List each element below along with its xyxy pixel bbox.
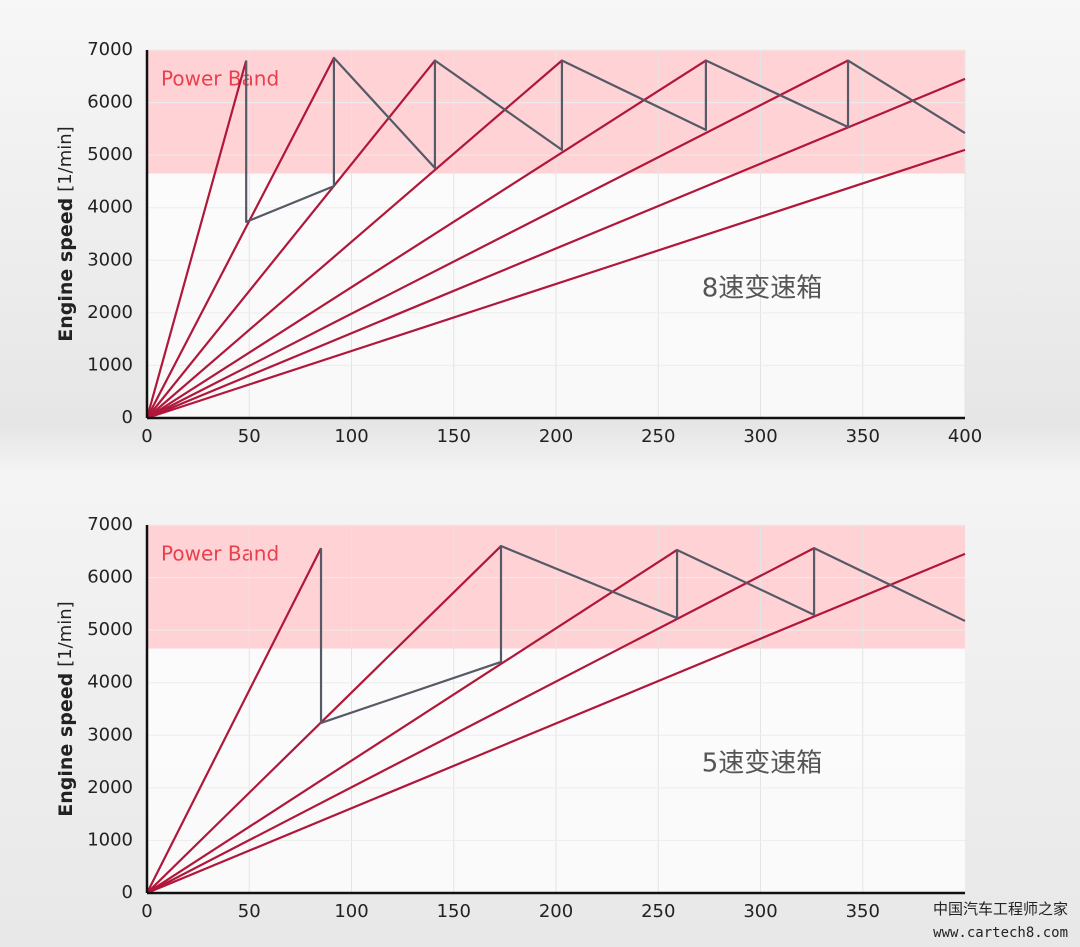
y-tick-label: 7000	[87, 514, 133, 535]
series-line	[146, 59, 436, 419]
band-label: Power Band	[161, 67, 279, 91]
series-line	[145, 60, 248, 419]
y-tick-label: 3000	[87, 249, 133, 270]
y-axis-title: Engine speed	[55, 673, 77, 817]
x-tick-label: 50	[238, 901, 261, 922]
band-label: Power Band	[161, 542, 279, 566]
x-tick-label: 250	[641, 426, 675, 447]
x-tick-label: 100	[334, 901, 368, 922]
y-tick-label: 5000	[87, 619, 133, 640]
series-line	[146, 547, 815, 894]
series-line	[146, 77, 966, 420]
x-tick-label: 200	[539, 901, 573, 922]
series-line	[146, 57, 335, 419]
y-tick-label: 1000	[87, 829, 133, 850]
x-tick-label: 100	[334, 426, 368, 447]
y-tick-label: 3000	[87, 724, 133, 745]
y-axis-unit: [1/min]	[55, 126, 76, 192]
series-line	[146, 545, 502, 894]
x-tick-label: 250	[641, 901, 675, 922]
y-axis-unit: [1/min]	[55, 601, 76, 667]
x-tick-label: 0	[141, 426, 152, 447]
x-tick-label: 350	[846, 426, 880, 447]
series-line	[245, 56, 966, 224]
y-tick-label: 7000	[87, 39, 133, 60]
y-tick-label: 6000	[87, 92, 133, 113]
y-tick-label: 2000	[87, 302, 133, 323]
x-tick-label: 150	[437, 426, 471, 447]
y-axis-label: Engine speed [1/min]	[55, 126, 77, 341]
series-line	[146, 59, 707, 419]
series-line	[319, 544, 966, 725]
watermark-url: www.cartech8.com	[933, 925, 1068, 941]
annotation: 8速变速箱	[702, 274, 823, 304]
series-line	[146, 549, 678, 894]
series-line	[146, 148, 966, 420]
x-tick-label: 300	[743, 901, 777, 922]
x-tick-label: 150	[437, 901, 471, 922]
x-tick-label: 400	[948, 426, 982, 447]
x-tick-label: 50	[238, 426, 261, 447]
y-tick-label: 2000	[87, 777, 133, 798]
x-tick-label: 300	[743, 426, 777, 447]
series-line	[146, 552, 966, 895]
y-tick-label: 0	[122, 882, 133, 903]
y-tick-label: 6000	[87, 567, 133, 588]
watermark-title: 中国汽车工程师之家	[933, 900, 1068, 918]
series-line	[146, 547, 323, 894]
y-tick-label: 5000	[87, 144, 133, 165]
y-axis-label: Engine speed [1/min]	[55, 601, 77, 816]
y-tick-label: 4000	[87, 197, 133, 218]
y-tick-label: 0	[122, 407, 133, 428]
y-tick-label: 1000	[87, 354, 133, 375]
y-axis-title: Engine speed	[55, 198, 77, 342]
annotation: 5速变速箱	[702, 749, 823, 779]
series-line	[146, 59, 563, 419]
x-tick-label: 200	[539, 426, 573, 447]
x-tick-label: 350	[846, 901, 880, 922]
x-tick-label: 0	[141, 901, 152, 922]
y-tick-label: 4000	[87, 672, 133, 693]
series-line	[146, 59, 849, 419]
